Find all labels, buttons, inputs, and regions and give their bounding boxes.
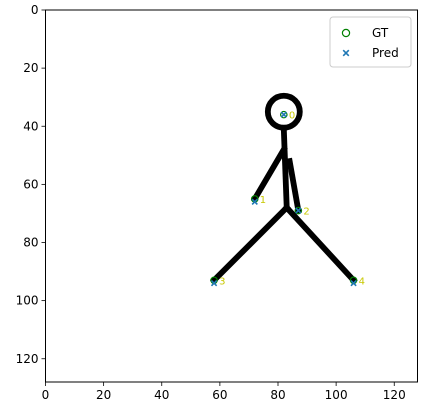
legend-gt-marker (341, 28, 351, 38)
gt-point-0 (280, 110, 288, 119)
y-tick-label: 40 (23, 119, 38, 133)
plot-background (45, 10, 418, 382)
x-axis: 0 20 40 60 80 100 120 (42, 382, 406, 402)
x-tick-label: 80 (270, 388, 285, 402)
y-tick-label: 0 (31, 3, 39, 17)
axes-area: 0 1 2 3 4 (45, 9, 418, 383)
pred-point-3 (210, 280, 218, 287)
keypoint-label-2: 2 (303, 207, 309, 218)
stick-right-leg (282, 203, 358, 285)
pred-point-0 (280, 111, 287, 118)
keypoint-label-0: 0 (289, 111, 295, 122)
stick-left-arm (250, 145, 288, 203)
stick-figure-image (209, 92, 358, 285)
legend-box (329, 16, 412, 68)
stick-right-arm (286, 157, 302, 214)
y-tick-label: 120 (16, 352, 39, 366)
keypoint-label-3: 3 (219, 276, 225, 287)
gt-point-2 (294, 206, 303, 215)
pred-series (210, 111, 357, 287)
legend-gt-label: GT (372, 26, 389, 40)
x-tick-label: 20 (96, 388, 111, 402)
legend-pred-marker (342, 49, 350, 57)
gt-series (210, 110, 358, 285)
keypoint-labels: 0 1 2 3 4 (219, 111, 365, 288)
pred-point-1 (251, 198, 258, 205)
pred-point-2 (295, 207, 302, 214)
axes-frame (45, 9, 418, 383)
keypoint-label-1: 1 (260, 195, 266, 206)
y-axis: 0 20 40 60 80 100 120 (16, 3, 46, 366)
keypoint-label-4: 4 (359, 276, 365, 287)
stick-left-leg (209, 203, 291, 285)
x-tick-label: 100 (325, 388, 348, 402)
legend-pred-label: Pred (372, 46, 399, 60)
pred-point-4 (350, 280, 357, 287)
x-tick-label: 40 (154, 388, 169, 402)
x-tick-label: 0 (42, 388, 50, 402)
y-tick-label: 20 (23, 61, 38, 75)
legend: GT Pred (329, 16, 412, 68)
x-tick-label: 60 (212, 388, 227, 402)
stick-body (280, 126, 290, 211)
y-tick-label: 100 (16, 294, 39, 308)
x-tick-label: 120 (383, 388, 406, 402)
y-tick-label: 80 (23, 236, 38, 250)
y-tick-label: 60 (23, 177, 38, 191)
